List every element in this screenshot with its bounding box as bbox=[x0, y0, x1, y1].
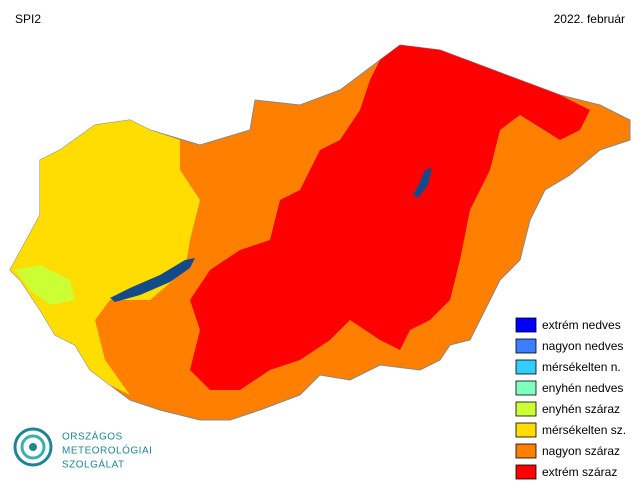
logo-ring bbox=[20, 434, 46, 460]
legend-label: mérsékelten sz. bbox=[542, 423, 626, 437]
legend-swatch bbox=[515, 359, 537, 375]
logo-text: ORSZÁGOS bbox=[62, 430, 123, 443]
legend-swatch bbox=[515, 338, 537, 354]
legend-swatch bbox=[515, 401, 537, 417]
legend-label: enyhén száraz bbox=[542, 402, 620, 416]
region-center-east bbox=[190, 45, 590, 390]
logo-dot bbox=[29, 443, 37, 451]
lake-balaton bbox=[110, 258, 195, 302]
legend-swatch bbox=[515, 464, 537, 480]
logo-ring bbox=[13, 427, 53, 467]
legend-label: extrém száraz bbox=[542, 465, 617, 479]
legend-label: nagyon nedves bbox=[542, 339, 623, 353]
legend-swatch bbox=[515, 422, 537, 438]
legend-swatch bbox=[515, 317, 537, 333]
legend: extrém nedves nagyon nedves mérsékelten n.… bbox=[515, 317, 626, 480]
legend-label: nagyon száraz bbox=[542, 444, 620, 458]
lake-tisza bbox=[413, 168, 432, 198]
region-west bbox=[10, 120, 200, 395]
legend-swatch bbox=[515, 443, 537, 459]
hungary-map bbox=[9, 44, 631, 421]
legend-label: mérsékelten n. bbox=[542, 360, 621, 374]
logo-text: SZOLGÁLAT bbox=[62, 458, 125, 471]
legend-swatch bbox=[515, 380, 537, 396]
legend-label: extrém nedves bbox=[542, 318, 621, 332]
logo: ORSZÁGOS METEOROLÓGIAI SZOLGÁLAT bbox=[13, 427, 152, 471]
legend-label: enyhén nedves bbox=[542, 381, 623, 395]
index-title: SPI2 bbox=[15, 12, 41, 26]
region-west-light bbox=[15, 265, 75, 305]
logo-text: METEOROLÓGIAI bbox=[62, 444, 152, 457]
period-title: 2022. február bbox=[554, 12, 625, 26]
